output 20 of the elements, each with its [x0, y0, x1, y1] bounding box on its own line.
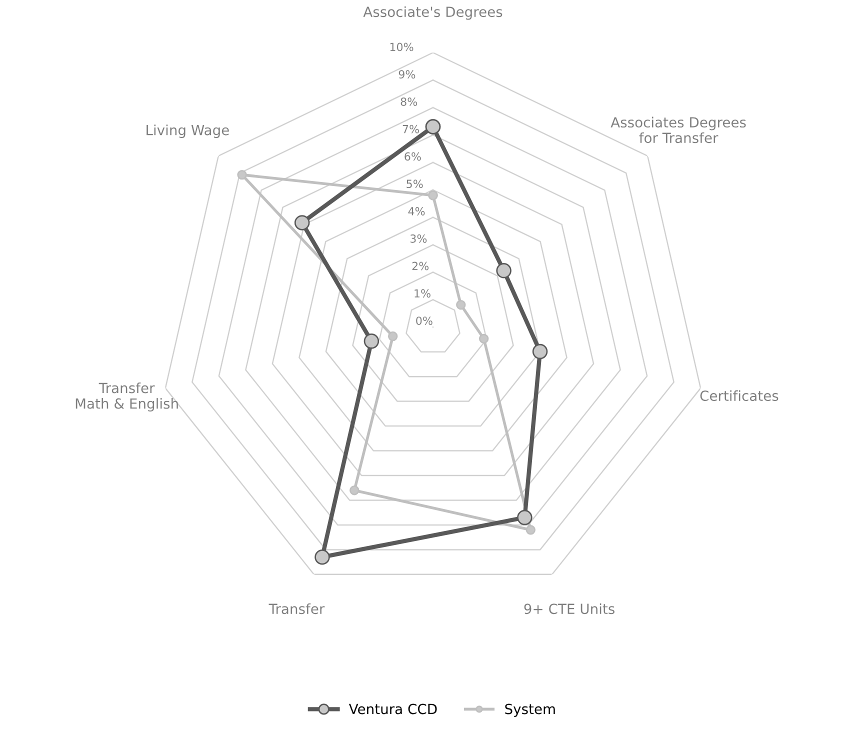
- legend-label: System: [505, 704, 555, 717]
- spoke-label: 9+ CTE Units: [524, 603, 614, 614]
- y-tick-label: 1%: [414, 289, 430, 298]
- y-tick-label: 4%: [408, 207, 425, 216]
- y-tick-label: 9%: [398, 70, 416, 79]
- spoke-label: Transfer: [268, 603, 325, 614]
- spoke-label: Living Wage: [146, 124, 229, 138]
- y-tick-label: 6%: [404, 152, 421, 161]
- y-tick-label: 10%: [390, 42, 414, 52]
- y-tick-label: 5%: [406, 180, 423, 188]
- spoke-label: Associate's Degrees: [363, 6, 502, 20]
- y-tick-label: 8%: [400, 98, 418, 106]
- legend-label: Ventura CCD: [348, 704, 437, 714]
- y-tick-label: 0%: [416, 316, 432, 325]
- spoke-label: Associates Degrees for Transfer: [610, 116, 746, 144]
- spoke-label: Transfer Math & English: [76, 382, 178, 412]
- y-tick-label: 3%: [410, 234, 427, 243]
- spoke-label: Certificates: [700, 390, 778, 402]
- y-tick-label: 7%: [402, 124, 419, 134]
- y-tick-label: 2%: [412, 262, 429, 270]
